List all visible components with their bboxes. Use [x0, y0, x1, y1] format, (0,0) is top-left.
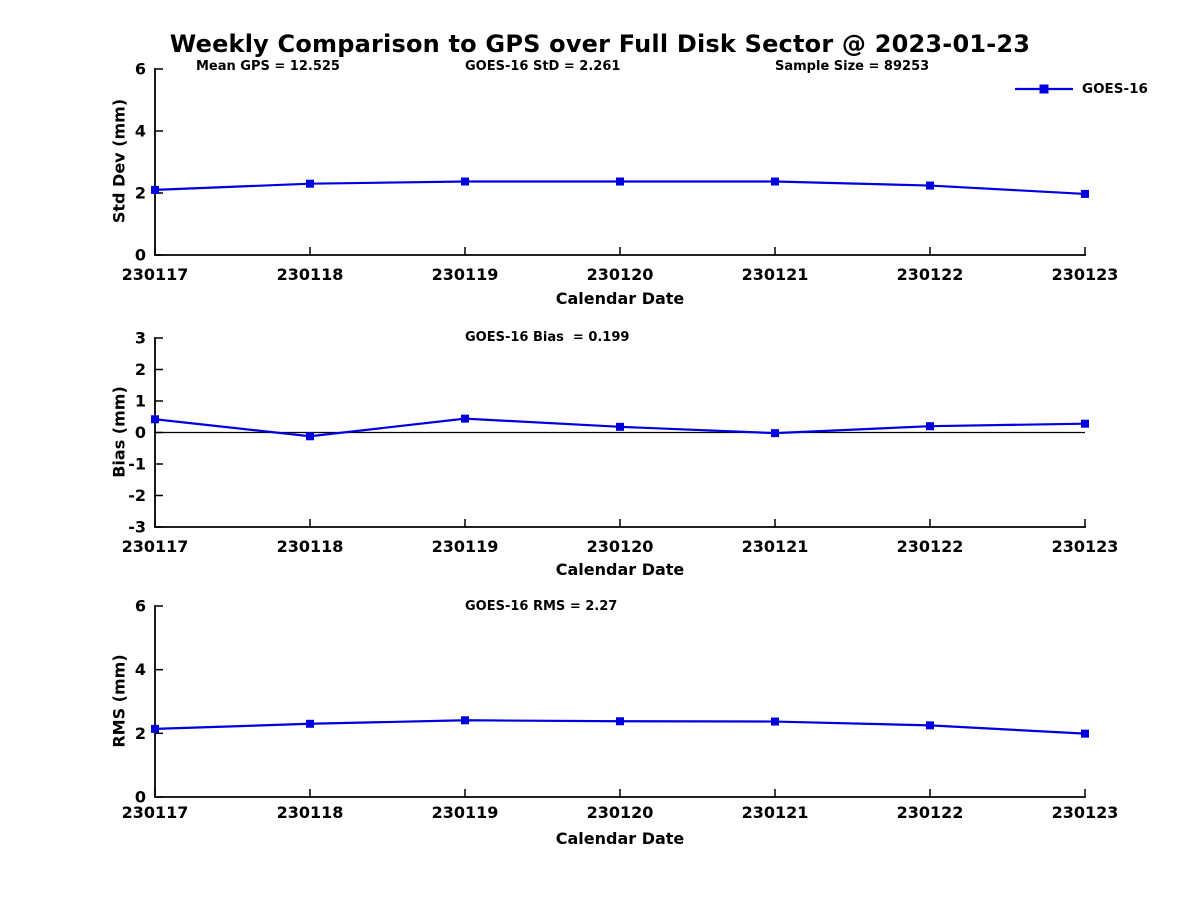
data-point-marker	[771, 429, 779, 438]
figure-title: Weekly Comparison to GPS over Full Disk …	[169, 30, 1031, 58]
data-point-marker	[771, 177, 779, 186]
x-tick-label: 230120	[587, 265, 654, 284]
annotation-goes16-rms: GOES-16 RMS = 2.27	[465, 599, 618, 614]
legend-line-sample	[1015, 84, 1073, 94]
annotation-goes16-std: GOES-16 StD = 2.261	[465, 59, 621, 74]
annotation-mean-gps: Mean GPS = 12.525	[196, 59, 340, 74]
x-tick-label: 230118	[277, 265, 344, 284]
x-tick-label: 230123	[1052, 265, 1119, 284]
legend: GOES-16	[1012, 80, 1148, 98]
y-tick-label: 3	[135, 329, 146, 348]
legend-label: GOES-16	[1082, 81, 1148, 97]
legend-marker-square	[1039, 84, 1049, 94]
x-tick-label: 230117	[122, 537, 189, 556]
x-tick-label: 230122	[897, 537, 964, 556]
data-point-marker	[616, 717, 624, 726]
x-tick-label: 230123	[1052, 803, 1119, 822]
y-tick-label: 6	[135, 60, 146, 79]
y-tick-label: 2	[135, 724, 146, 743]
xlabel-stddev: Calendar Date	[555, 289, 685, 308]
data-point-marker	[306, 179, 314, 188]
data-point-marker	[461, 414, 469, 423]
annotation-goes16-bias: GOES-16 Bias = 0.199	[465, 330, 630, 345]
axis-spines	[154, 68, 1086, 256]
x-tick-label: 230118	[277, 537, 344, 556]
y-tick-label: 4	[135, 660, 146, 679]
y-tick-label: 1	[135, 392, 146, 411]
data-point-marker	[616, 177, 624, 186]
data-point-marker	[461, 716, 469, 725]
data-point-marker	[616, 422, 624, 431]
data-point-marker	[461, 177, 469, 186]
y-tick-label: 0	[135, 423, 146, 442]
xlabel-bias: Calendar Date	[555, 560, 685, 579]
data-point-marker	[771, 717, 779, 726]
x-tick-label: 230121	[742, 803, 809, 822]
data-point-marker	[926, 422, 934, 431]
annotation-sample-size: Sample Size = 89253	[775, 59, 930, 74]
x-tick-label: 230122	[897, 803, 964, 822]
xlabel-rms: Calendar Date	[555, 829, 685, 848]
y-tick-label: 0	[135, 788, 146, 807]
data-point-marker	[1081, 189, 1089, 198]
x-tick-label: 230117	[122, 803, 189, 822]
x-tick-label: 230120	[587, 537, 654, 556]
data-point-marker	[926, 181, 934, 190]
y-tick-label: 4	[135, 122, 146, 141]
y-tick-label: 0	[135, 246, 146, 265]
x-tick-label: 230121	[742, 537, 809, 556]
data-point-marker	[306, 719, 314, 728]
y-tick-label: -3	[128, 518, 146, 537]
data-point-marker	[151, 185, 159, 194]
data-point-marker	[151, 724, 159, 733]
data-point-marker	[1081, 729, 1089, 738]
axis-spines	[154, 605, 1086, 798]
data-point-marker	[151, 415, 159, 424]
x-tick-label: 230119	[432, 537, 499, 556]
y-tick-label: -1	[128, 455, 146, 474]
y-tick-label: 6	[135, 597, 146, 616]
x-tick-label: 230119	[432, 265, 499, 284]
data-point-marker	[1081, 419, 1089, 428]
x-tick-label: 230121	[742, 265, 809, 284]
stddev-plot: 0 2 4 6 230117 230118 230119 230120 230121 230122…	[122, 60, 1119, 285]
x-tick-label: 230122	[897, 265, 964, 284]
data-point-marker	[926, 721, 934, 730]
x-tick-label: 230117	[122, 265, 189, 284]
y-tick-label: 2	[135, 360, 146, 379]
x-tick-label: 230120	[587, 803, 654, 822]
rms-plot: 0 2 4 6 230117 230118 230119 230120 230121 230122…	[122, 597, 1119, 823]
data-point-marker	[306, 432, 314, 441]
x-tick-label: 230118	[277, 803, 344, 822]
y-tick-label: 2	[135, 184, 146, 203]
x-tick-label: 230123	[1052, 537, 1119, 556]
y-tick-label: -2	[128, 486, 146, 505]
x-tick-label: 230119	[432, 803, 499, 822]
